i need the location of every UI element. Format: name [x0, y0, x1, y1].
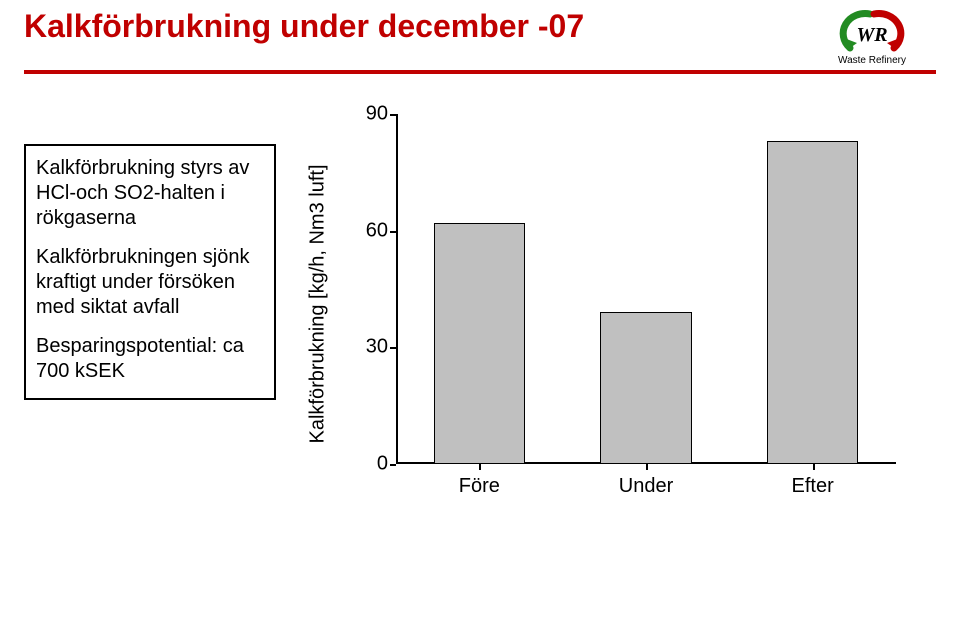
page-title: Kalkförbrukning under december -07: [24, 8, 584, 45]
xtick-label: Under: [619, 475, 673, 498]
ytick-label: 90: [356, 103, 388, 126]
chart-plot-area: 0306090FöreUnderEfter: [396, 114, 896, 464]
xtick-label: Före: [459, 475, 500, 498]
logo-text: Waste Refinery: [838, 55, 906, 66]
content-area: Kalkförbrukning styrs av HCl-och SO2-hal…: [0, 74, 960, 504]
ytick: [390, 114, 396, 116]
chart-bar: [434, 223, 526, 464]
info-para: Besparingspotential: ca 700 kSEK: [36, 334, 264, 384]
info-para: Kalkförbrukningen sjönk kraftigt under f…: [36, 245, 264, 320]
ytick: [390, 231, 396, 233]
chart-bar: [600, 312, 692, 464]
ytick-label: 0: [356, 453, 388, 476]
xtick: [479, 464, 481, 470]
info-textbox: Kalkförbrukning styrs av HCl-och SO2-hal…: [24, 144, 276, 400]
chart-ylabel: Kalkförbrukning [kg/h, Nm3 luft]: [307, 164, 330, 443]
slide-header: Kalkförbrukning under december -07 WR Wa…: [0, 0, 960, 70]
info-para: Kalkförbrukning styrs av HCl-och SO2-hal…: [36, 156, 264, 231]
chart-bar: [767, 141, 859, 464]
ytick-label: 30: [356, 336, 388, 359]
xtick-label: Efter: [792, 475, 834, 498]
xtick: [813, 464, 815, 470]
xtick: [646, 464, 648, 470]
ytick-label: 60: [356, 219, 388, 242]
waste-refinery-logo: WR Waste Refinery: [802, 8, 942, 70]
ytick: [390, 347, 396, 349]
svg-text:WR: WR: [856, 24, 887, 46]
ytick: [390, 464, 396, 466]
bar-chart: Kalkförbrukning [kg/h, Nm3 luft] 0306090…: [336, 104, 916, 504]
